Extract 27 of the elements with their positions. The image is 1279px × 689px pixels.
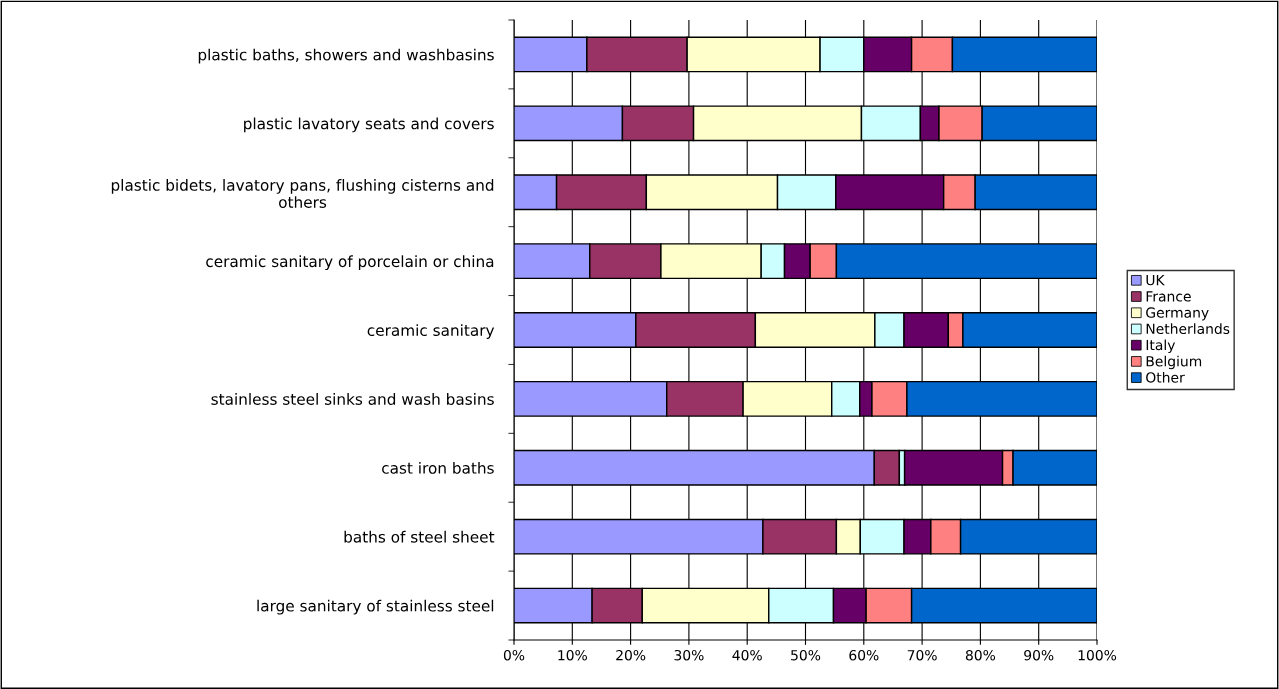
y-tick-label: cast iron baths	[382, 461, 494, 474]
x-tick-label: 10%	[558, 649, 587, 661]
legend-label: Other	[1146, 371, 1185, 383]
x-tick-label: 50%	[791, 649, 821, 661]
x-tick-label: 30%	[674, 649, 704, 661]
y-tick-label: large sanitary of stainless steel	[257, 599, 494, 615]
x-tick-label: 20%	[616, 649, 646, 661]
legend-label: Netherlands	[1146, 323, 1230, 335]
y-tick-label: plastic baths, showers and washbasins	[198, 48, 494, 64]
y-tick-label: plastic bidets, lavatory pans, flushing cisterns and others	[111, 179, 494, 208]
x-tick-label: 90%	[1024, 649, 1054, 661]
legend-label: Belgium	[1146, 355, 1202, 370]
legend-label: Germany	[1146, 307, 1209, 321]
x-tick-label: 0%	[503, 649, 525, 661]
legend-label: Italy	[1146, 339, 1176, 353]
y-tick-label: ceramic sanitary	[367, 324, 495, 339]
y-tick-label: plastic lavatory seats and covers	[244, 117, 494, 133]
y-tick-label: ceramic sanitary of porcelain or china	[206, 255, 494, 271]
x-tick-label: 70%	[907, 649, 937, 661]
y-tick-label: stainless steel sinks and wash basins	[211, 393, 494, 405]
x-tick-label: 100%	[1078, 649, 1117, 661]
legend-label: UK	[1146, 275, 1165, 286]
x-tick-label: 80%	[965, 649, 996, 661]
y-tick-label: baths of steel sheet	[344, 530, 495, 543]
x-tick-label: 40%	[732, 649, 762, 661]
x-tick-label: 60%	[849, 649, 879, 661]
legend-label: France	[1146, 291, 1191, 302]
